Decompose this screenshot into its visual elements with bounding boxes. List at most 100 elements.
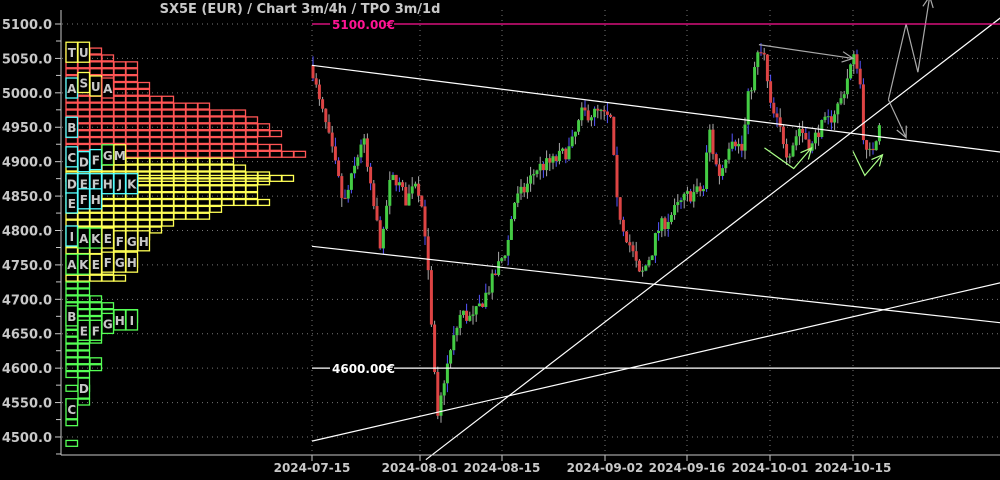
candle-body: [839, 98, 843, 104]
candle-body: [391, 174, 395, 180]
candle-body: [644, 265, 648, 271]
arrow-head: [922, 0, 934, 9]
tpo-cell: [125, 212, 139, 220]
tpo-cell: [125, 205, 139, 213]
tpo-cell: [185, 130, 199, 138]
tpo-cell: [77, 116, 91, 124]
candle-body: [471, 314, 475, 316]
tpo-cell: [101, 61, 115, 69]
tpo-letter-box: [77, 377, 91, 399]
candle-body: [561, 148, 565, 151]
candle-body: [417, 183, 421, 196]
tpo-cell: [101, 198, 115, 207]
tpo-cell: [173, 136, 187, 145]
tpo-cell: [113, 74, 127, 83]
candle-body: [714, 154, 718, 165]
tpo-cell: [89, 61, 103, 69]
tpo-cell: [65, 336, 79, 344]
tpo-cell: [161, 102, 175, 110]
candle-body: [381, 228, 385, 249]
y-tick-label: 4800.0: [2, 224, 52, 239]
y-tick-label: 4950.0: [2, 121, 52, 136]
candle-body: [820, 120, 824, 138]
tpo-letter: I: [70, 230, 74, 244]
candle-body: [682, 193, 686, 201]
tpo-cell: [113, 88, 127, 96]
x-tick-label: 2024-10-15: [815, 461, 892, 475]
tpo-cell: [77, 102, 91, 110]
candle-body: [634, 251, 638, 261]
candle-body: [493, 273, 497, 276]
tpo-cell: [77, 281, 91, 289]
tpo-cell: [101, 109, 115, 117]
candle-body: [615, 154, 619, 198]
x-tick-label: 2024-07-15: [274, 461, 351, 475]
tpo-cell: [77, 143, 91, 151]
candle-body: [433, 324, 437, 373]
tpo-cell: [125, 116, 139, 124]
y-tick-label: 4500.0: [2, 431, 52, 446]
candle-body: [359, 144, 363, 158]
y-tick-label: 4750.0: [2, 259, 52, 274]
candle-body: [458, 314, 462, 328]
candle-body: [535, 170, 539, 175]
candle-body: [583, 107, 587, 111]
candle-body: [676, 202, 680, 206]
tpo-cell: [65, 68, 79, 76]
candle-body: [698, 186, 702, 192]
tpo-cell: [113, 68, 127, 76]
candle-body: [481, 303, 485, 307]
arrow-head: [800, 146, 813, 160]
tpo-cell: [185, 205, 199, 213]
candle-body: [589, 117, 593, 121]
tpo-cell: [161, 123, 175, 131]
candle-body: [673, 205, 677, 216]
tpo-cell: [209, 185, 223, 193]
tpo-cell: [197, 198, 211, 207]
tpo-cell: [197, 116, 211, 124]
grid: [62, 10, 1000, 455]
tpo-cell: [185, 102, 199, 110]
tpo-cell: [173, 185, 187, 193]
candle-body: [618, 197, 622, 220]
candle-body: [685, 191, 689, 194]
tpo-cell: [125, 74, 139, 83]
candle-body: [436, 372, 440, 416]
candle-body: [353, 165, 357, 174]
candle-body: [801, 128, 805, 133]
tpo-cell: [269, 143, 283, 151]
y-tick-label: 4600.0: [2, 362, 52, 377]
tpo-cell: [161, 109, 175, 117]
tpo-cell: [173, 130, 187, 138]
tpo-letter: C: [67, 403, 76, 417]
tpo-cell: [221, 185, 235, 193]
candle-body: [388, 179, 392, 206]
tpo-cell: [173, 164, 187, 172]
tpo-cell: [149, 102, 163, 110]
tpo-letter-box: [125, 251, 139, 273]
tpo-cell: [89, 95, 103, 103]
tpo-cell: [89, 136, 103, 145]
candle-body: [778, 117, 782, 127]
candle-body: [717, 164, 721, 176]
candle-body: [522, 186, 526, 193]
tpo-cell: [89, 116, 103, 124]
candle-body: [423, 206, 427, 237]
tpo-cell: [65, 343, 79, 351]
arrow-head: [896, 125, 907, 139]
candle-body: [711, 129, 715, 155]
tpo-cell: [161, 143, 175, 151]
tpo-cell: [89, 364, 103, 372]
tpo-cell: [185, 136, 199, 145]
candle-body: [605, 111, 609, 115]
tpo-cell: [137, 116, 151, 124]
candle-body: [343, 197, 347, 199]
tpo-cell: [233, 123, 247, 131]
tpo-letter: E: [68, 197, 76, 211]
tpo-cell: [89, 302, 103, 310]
y-tick-label: 4850.0: [2, 190, 52, 205]
x-tick-label: 2024-08-15: [464, 461, 541, 475]
candle-body: [813, 132, 817, 144]
tpo-cell: [149, 95, 163, 103]
tpo-cell: [137, 81, 151, 90]
